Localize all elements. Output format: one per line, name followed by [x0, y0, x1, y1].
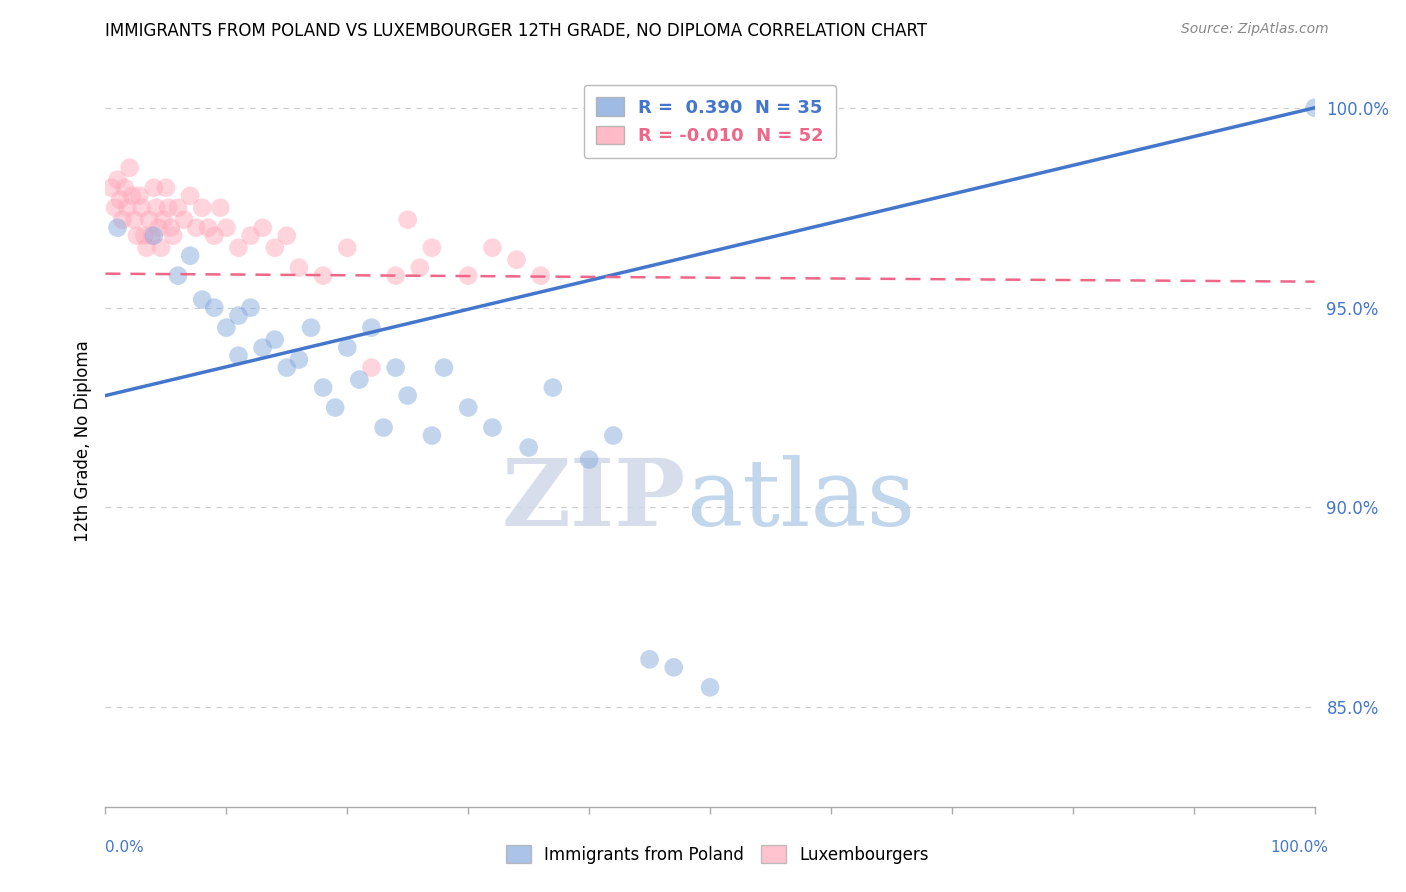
- Point: [323, 401, 346, 415]
- Point: [118, 161, 141, 175]
- Point: [457, 401, 479, 415]
- Text: IMMIGRANTS FROM POLAND VS LUXEMBOURGER 12TH GRADE, NO DIPLOMA CORRELATION CHART: IMMIGRANTS FROM POLAND VS LUXEMBOURGER 1…: [105, 22, 928, 40]
- Point: [409, 260, 432, 275]
- Point: [179, 249, 201, 263]
- Point: [276, 228, 298, 243]
- Point: [384, 360, 406, 375]
- Point: [396, 388, 419, 402]
- Point: [239, 228, 262, 243]
- Point: [638, 652, 661, 666]
- Text: ZIP: ZIP: [502, 455, 686, 545]
- Point: [228, 349, 250, 363]
- Point: [150, 241, 173, 255]
- Point: [228, 241, 250, 255]
- Text: Source: ZipAtlas.com: Source: ZipAtlas.com: [1181, 22, 1329, 37]
- Point: [517, 441, 540, 455]
- Point: [167, 201, 190, 215]
- Point: [288, 352, 311, 367]
- Point: [134, 228, 156, 243]
- Point: [128, 188, 150, 202]
- Point: [191, 201, 214, 215]
- Point: [481, 241, 503, 255]
- Point: [360, 360, 382, 375]
- Point: [145, 201, 167, 215]
- Point: [505, 252, 527, 267]
- Point: [373, 420, 395, 434]
- Point: [131, 201, 153, 215]
- Point: [209, 201, 232, 215]
- Point: [384, 268, 406, 283]
- Point: [420, 241, 443, 255]
- Point: [186, 220, 208, 235]
- Point: [202, 301, 225, 315]
- Point: [312, 268, 335, 283]
- Point: [167, 268, 190, 283]
- Point: [111, 212, 134, 227]
- Point: [215, 220, 238, 235]
- Point: [578, 452, 600, 467]
- Point: [349, 373, 371, 387]
- Point: [159, 220, 181, 235]
- Point: [107, 173, 129, 187]
- Legend: R =  0.390  N = 35, R = -0.010  N = 52: R = 0.390 N = 35, R = -0.010 N = 52: [583, 85, 837, 158]
- Point: [1303, 101, 1326, 115]
- Point: [312, 381, 335, 395]
- Point: [457, 268, 479, 283]
- Point: [121, 188, 143, 202]
- Point: [115, 201, 138, 215]
- Text: 100.0%: 100.0%: [1271, 840, 1329, 855]
- Point: [336, 341, 359, 355]
- Point: [138, 212, 160, 227]
- Point: [125, 228, 148, 243]
- Point: [152, 212, 174, 227]
- Point: [173, 212, 195, 227]
- Point: [162, 228, 184, 243]
- Point: [602, 428, 624, 442]
- Point: [135, 241, 157, 255]
- Point: [276, 360, 298, 375]
- Point: [107, 220, 129, 235]
- Point: [179, 188, 201, 202]
- Point: [228, 309, 250, 323]
- Text: 0.0%: 0.0%: [105, 840, 145, 855]
- Point: [239, 301, 262, 315]
- Point: [108, 193, 131, 207]
- Point: [530, 268, 553, 283]
- Point: [191, 293, 214, 307]
- Point: [215, 320, 238, 334]
- Point: [699, 681, 721, 695]
- Point: [100, 180, 122, 194]
- Point: [142, 180, 165, 194]
- Point: [433, 360, 456, 375]
- Point: [148, 220, 170, 235]
- Point: [360, 320, 382, 334]
- Text: atlas: atlas: [686, 455, 915, 545]
- Point: [252, 341, 274, 355]
- Point: [288, 260, 311, 275]
- Point: [197, 220, 219, 235]
- Point: [263, 241, 285, 255]
- Point: [662, 660, 685, 674]
- Point: [124, 212, 146, 227]
- Point: [114, 180, 136, 194]
- Point: [263, 333, 285, 347]
- Point: [420, 428, 443, 442]
- Point: [481, 420, 503, 434]
- Point: [155, 180, 177, 194]
- Legend: Immigrants from Poland, Luxembourgers: Immigrants from Poland, Luxembourgers: [499, 838, 935, 871]
- Point: [396, 212, 419, 227]
- Point: [299, 320, 322, 334]
- Point: [157, 201, 180, 215]
- Point: [336, 241, 359, 255]
- Point: [541, 381, 564, 395]
- Y-axis label: 12th Grade, No Diploma: 12th Grade, No Diploma: [73, 341, 91, 542]
- Point: [202, 228, 225, 243]
- Point: [252, 220, 274, 235]
- Point: [104, 201, 127, 215]
- Point: [141, 228, 163, 243]
- Point: [142, 228, 165, 243]
